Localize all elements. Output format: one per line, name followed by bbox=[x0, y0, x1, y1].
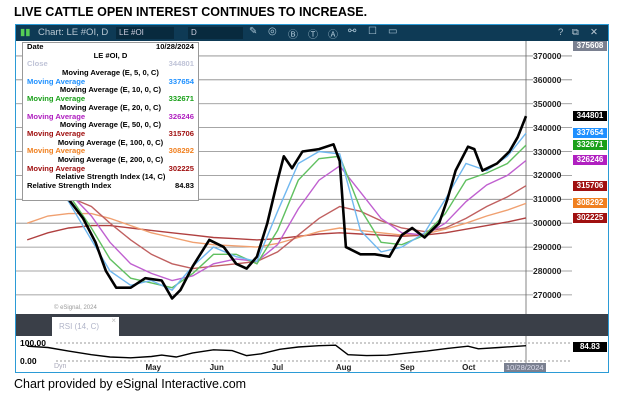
ma-value-box: 308292 bbox=[573, 198, 607, 209]
legend-ma-head: Moving Average (E, 200, 0, C) bbox=[57, 154, 164, 164]
rsi-tick-0: 0.00 bbox=[20, 356, 37, 366]
legend-date: 10/28/2024 bbox=[155, 42, 194, 51]
x-tick-label: Oct bbox=[462, 363, 476, 372]
note-icon[interactable]: ☐ bbox=[368, 26, 377, 37]
ma-value-box: 302225 bbox=[573, 212, 607, 223]
legend-ma-value: 302225 bbox=[168, 163, 194, 173]
y-tick-label: 370000 bbox=[533, 50, 562, 61]
ma-value-box: 315706 bbox=[573, 180, 607, 191]
dyn-toggle[interactable]: Dyn bbox=[54, 363, 67, 370]
legend-ma-value: 332671 bbox=[168, 94, 194, 104]
x-tick-label: Jun bbox=[209, 363, 224, 372]
legend-ma-label: Moving Average bbox=[27, 94, 86, 104]
legend-close-value: 344801 bbox=[168, 59, 194, 69]
chart-window: ▮▮ Chart: LE #OI, D LE #OI D ✎ ◎ Ⓑ Ⓣ Ⓐ ⚯… bbox=[15, 24, 609, 373]
legend-ma-value: 315706 bbox=[168, 128, 194, 138]
price-chart[interactable] bbox=[16, 25, 608, 372]
copyright: © eSignal, 2024 bbox=[54, 305, 97, 311]
page-title: LIVE CATTLE OPEN INTEREST CONTINUES TO I… bbox=[14, 5, 368, 19]
ma-line bbox=[27, 144, 527, 289]
legend-close-label: Close bbox=[27, 59, 48, 69]
a-circle-icon[interactable]: Ⓐ bbox=[328, 30, 338, 41]
y-tick-label: 330000 bbox=[533, 146, 562, 157]
legend-rsi-head: Relative Strength Index (14, C) bbox=[55, 172, 166, 182]
close-value-box: 344801 bbox=[573, 111, 607, 122]
legend-symbol: LE #OI, D bbox=[93, 50, 128, 60]
legend-ma-head: Moving Average (E, 50, 0, C) bbox=[59, 120, 162, 130]
rsi-value-box: 84.83 bbox=[573, 342, 607, 352]
legend-date-label: Date bbox=[27, 42, 44, 51]
detach-icon[interactable]: ⧉ bbox=[572, 27, 579, 38]
rsi-pane-header bbox=[16, 314, 608, 336]
legend-ma-value: 337654 bbox=[168, 76, 194, 86]
footer-credit: Chart provided by eSignal Interactive.co… bbox=[14, 377, 247, 391]
x-tick-label: Jul bbox=[271, 363, 284, 372]
legend-ma-label: Moving Average bbox=[27, 76, 86, 86]
legend-ma-label: Moving Average bbox=[27, 146, 86, 156]
legend-ma-label: Moving Average bbox=[27, 128, 86, 138]
rsi-tick-100: 100.00 bbox=[20, 338, 46, 348]
data-window-legend: Date 10/28/2024 LE #OI, D Close 344801 Mov… bbox=[22, 42, 199, 201]
b-circle-icon[interactable]: Ⓑ bbox=[288, 30, 298, 41]
comment-icon[interactable]: ▭ bbox=[388, 26, 398, 37]
x-tick-label: Sep bbox=[400, 363, 415, 372]
rsi-tab-label: RSI (14, C) bbox=[59, 322, 100, 331]
legend-ma-value: 308292 bbox=[168, 146, 194, 156]
ma-value-box: 326246 bbox=[573, 155, 607, 166]
legend-ma-head: Moving Average (E, 10, 0, C) bbox=[59, 85, 162, 95]
y-tick-label: 290000 bbox=[533, 242, 562, 253]
y-tick-label: 340000 bbox=[533, 122, 562, 133]
y-tick-label: 360000 bbox=[533, 74, 562, 85]
cursor-date-label: 10/28/2024 bbox=[504, 363, 546, 372]
y-tick-label: 300000 bbox=[533, 218, 562, 229]
help-button[interactable]: ? bbox=[558, 27, 564, 38]
symbol-input[interactable]: LE #OI bbox=[116, 27, 174, 39]
close-icon[interactable]: ✕ bbox=[590, 27, 598, 38]
interval-select[interactable]: D bbox=[188, 27, 243, 39]
rsi-tab[interactable]: RSI (14, C) × bbox=[52, 316, 119, 336]
y-tick-label: 320000 bbox=[533, 170, 562, 181]
chart-study-icon[interactable]: ◎ bbox=[268, 26, 277, 37]
y-tick-label: 280000 bbox=[533, 265, 562, 276]
legend-ma-head: Moving Average (E, 100, 0, C) bbox=[57, 137, 164, 147]
ma-line bbox=[27, 159, 527, 282]
x-tick-label: Aug bbox=[335, 363, 352, 372]
legend-ma-label: Moving Average bbox=[27, 163, 86, 173]
ma-line bbox=[26, 217, 527, 241]
legend-ma-head: Moving Average (E, 20, 0, C) bbox=[59, 102, 162, 112]
t-circle-icon[interactable]: Ⓣ bbox=[308, 30, 318, 41]
link-status-icon[interactable]: ▮▮ bbox=[20, 27, 31, 38]
ma-line bbox=[26, 132, 527, 291]
y-tick-label: 310000 bbox=[533, 194, 562, 205]
link-icon[interactable]: ⚯ bbox=[348, 26, 357, 37]
chart-titlebar: ▮▮ Chart: LE #OI, D LE #OI D ✎ ◎ Ⓑ Ⓣ Ⓐ ⚯… bbox=[16, 25, 608, 41]
ma-value-box: 337654 bbox=[573, 128, 607, 139]
rsi-close-icon[interactable]: × bbox=[111, 316, 116, 325]
y-tick-label: 270000 bbox=[533, 289, 562, 300]
ma-value-box: 332671 bbox=[573, 140, 607, 151]
legend-rsi-value: 84.83 bbox=[174, 181, 194, 190]
window-title: Chart: LE #OI, D bbox=[38, 27, 109, 38]
legend-ma-head: Moving Average (E, 5, 0, C) bbox=[62, 68, 159, 78]
x-tick-label: May bbox=[145, 363, 162, 372]
ma-line bbox=[27, 185, 527, 270]
legend-rsi-label: Relative Strength Index bbox=[27, 181, 112, 190]
pencil-icon[interactable]: ✎ bbox=[249, 26, 258, 37]
legend-ma-value: 326246 bbox=[168, 111, 194, 121]
legend-ma-label: Moving Average bbox=[27, 111, 86, 121]
close-line bbox=[26, 115, 528, 300]
rsi-line bbox=[27, 344, 527, 359]
y-tick-label: 350000 bbox=[533, 98, 562, 109]
top-price-label: 375608 bbox=[573, 41, 607, 51]
